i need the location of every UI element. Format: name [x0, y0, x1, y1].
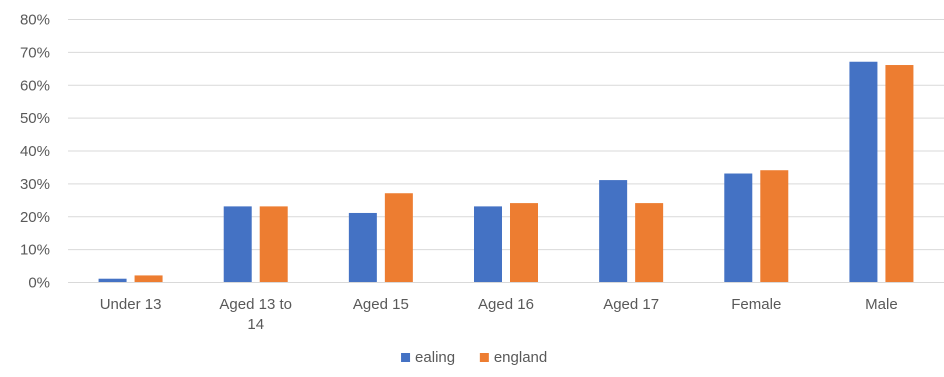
bar-ealing [724, 173, 753, 282]
x-tick-label: Aged 13 to 14 [219, 296, 292, 333]
bar-england [885, 65, 914, 283]
y-tick-label: 60% [20, 77, 50, 94]
x-tick-label: Aged 15 [353, 296, 409, 313]
legend-label-ealing: ealing [415, 349, 455, 366]
legend-item-england: england [479, 349, 547, 366]
x-tick-label-line: Female [731, 296, 781, 313]
bar-ealing [348, 212, 377, 282]
bar-ealing [849, 61, 878, 282]
bar-england [510, 203, 538, 282]
legend-swatch-ealing [401, 353, 411, 362]
y-tick-label: 70% [20, 44, 50, 61]
gridlines [68, 19, 944, 283]
y-tick-label: 10% [20, 242, 50, 259]
x-tick-label-line: Aged 17 [603, 296, 659, 313]
y-tick-label: 20% [20, 209, 50, 226]
bar-england [259, 206, 288, 282]
legend-swatch-england [479, 353, 489, 362]
bar-england [760, 170, 789, 282]
x-tick-label: Female [731, 296, 781, 313]
x-axis-tick-labels: Under 13 Aged 13 to 14 Aged 15 Aged 16 Aged 1… [100, 296, 898, 333]
bars [98, 61, 914, 283]
x-tick-label: Aged 16 [478, 296, 534, 313]
x-tick-label: Aged 17 [603, 296, 659, 313]
y-tick-label: 30% [20, 176, 50, 193]
x-tick-label-line: Male [865, 296, 898, 313]
legend-item-ealing: ealing [401, 349, 455, 366]
legend-label-england: england [494, 349, 547, 366]
x-tick-label-line: Aged 15 [353, 296, 409, 313]
y-tick-label: 50% [20, 110, 50, 127]
bar-ealing [474, 206, 502, 282]
bar-england [384, 193, 413, 282]
bar-ealing [223, 206, 252, 282]
x-tick-label: Under 13 [100, 296, 162, 313]
bar-england [134, 275, 163, 282]
bar-england [635, 203, 664, 282]
x-tick-label-line: Aged 13 to [219, 296, 292, 313]
x-tick-label-line: Aged 16 [478, 296, 534, 313]
x-tick-label: Male [865, 296, 898, 313]
bar-ealing [98, 278, 127, 282]
x-tick-label-line: Under 13 [100, 296, 162, 313]
x-tick-label-line: 14 [247, 316, 264, 333]
y-tick-label: 40% [20, 143, 50, 160]
bar-ealing [599, 180, 628, 282]
y-tick-label: 80% [20, 12, 50, 29]
y-axis-tick-labels: 0% 10% 20% 30% 40% 50% 60% 70% 80% [20, 12, 50, 292]
y-tick-label: 0% [28, 275, 50, 292]
legend: ealing england [401, 349, 547, 366]
